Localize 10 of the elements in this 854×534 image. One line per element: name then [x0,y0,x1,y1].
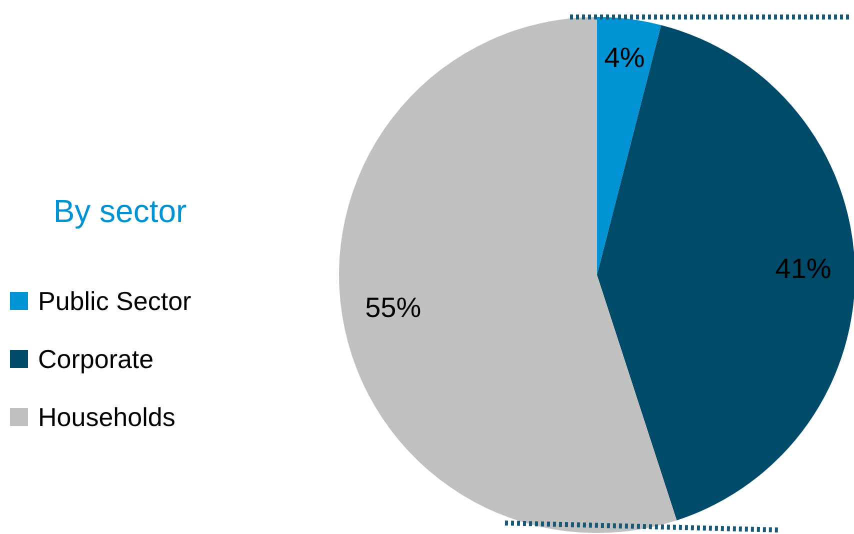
data-label: 41% [775,253,832,284]
pie-slice [597,17,662,275]
legend-label: Households [38,402,176,432]
data-label: 4% [604,42,645,73]
pie-slice [339,17,677,533]
data-label: 55% [365,292,422,323]
legend-label: Public Sector [38,286,192,316]
pie-slice [597,25,854,520]
legend-label: Corporate [38,344,154,374]
text: By sector [53,193,188,229]
